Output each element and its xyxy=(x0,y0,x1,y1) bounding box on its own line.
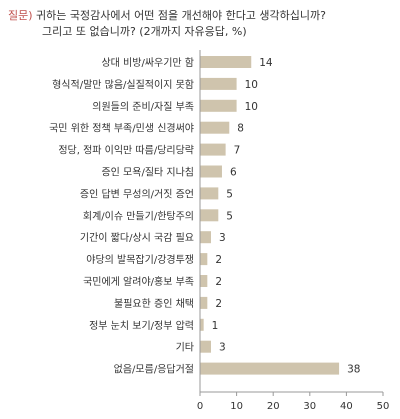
x-tick-label: 0 xyxy=(197,401,203,412)
data-label: 1 xyxy=(212,320,219,332)
bar xyxy=(200,296,208,309)
category-label: 국민 위한 정책 부족/민생 신경써야 xyxy=(49,122,194,135)
data-label: 8 xyxy=(237,123,244,135)
bar xyxy=(200,231,211,244)
data-label: 2 xyxy=(215,298,222,310)
category-label: 기타 xyxy=(176,342,194,354)
data-label: 7 xyxy=(234,145,241,157)
category-label: 국민에게 알려야/홍보 부족 xyxy=(83,275,194,288)
data-label: 38 xyxy=(347,364,360,376)
category-label: 의원들의 준비/자질 부족 xyxy=(92,101,194,113)
data-label: 10 xyxy=(245,79,258,91)
category-label: 기간이 짧다/상시 국감 필요 xyxy=(80,232,194,244)
category-label: 형식적/말만 많음/실질적이지 못함 xyxy=(52,79,194,91)
category-label: 증인 답변 무성의/거짓 증언 xyxy=(80,188,194,200)
x-tick-label: 10 xyxy=(230,401,243,412)
question-text: 질문) 귀하는 국정감사에서 어떤 점을 개선해야 한다고 생각하십니까? 그리… xyxy=(8,8,396,40)
data-label: 5 xyxy=(226,210,233,222)
bar xyxy=(200,99,237,112)
bar xyxy=(200,209,219,222)
data-label: 3 xyxy=(219,342,226,354)
category-label: 회계/이슈 만들기/한탕주의 xyxy=(83,210,194,222)
bar xyxy=(200,318,204,331)
question-line-1: 귀하는 국정감사에서 어떤 점을 개선해야 한다고 생각하십니까? xyxy=(36,9,326,22)
x-tick-label: 30 xyxy=(303,401,316,412)
question-line-2: 그리고 또 없습니까? (2개까지 자유응답, %) xyxy=(42,25,247,38)
data-label: 2 xyxy=(215,276,222,288)
bar xyxy=(200,253,208,266)
data-label: 2 xyxy=(215,254,222,266)
question-prefix: 질문) xyxy=(8,9,33,22)
x-tick-label: 20 xyxy=(267,401,280,412)
data-label: 14 xyxy=(259,57,273,69)
bar xyxy=(200,56,252,68)
category-label: 증인 모욕/질타 지나침 xyxy=(101,167,194,179)
bar xyxy=(200,143,226,156)
data-label: 3 xyxy=(219,232,226,244)
category-label: 정부 눈치 보기/정부 압력 xyxy=(89,319,194,332)
bar xyxy=(200,362,340,375)
category-label: 상대 비방/싸우기만 함 xyxy=(101,57,194,69)
data-label: 6 xyxy=(230,167,237,179)
x-tick-label: 50 xyxy=(377,401,390,412)
category-label: 불필요한 증인 채택 xyxy=(114,298,194,310)
bar xyxy=(200,165,222,178)
bar xyxy=(200,275,208,287)
category-label: 정당, 정파 이익만 따름/당리당략 xyxy=(58,145,194,157)
category-label: 야당의 발목잡기/강경투쟁 xyxy=(86,253,194,266)
bar xyxy=(200,340,211,353)
x-tick-label: 40 xyxy=(340,401,353,412)
data-label: 10 xyxy=(245,101,258,113)
data-label: 5 xyxy=(226,188,233,200)
bar xyxy=(200,77,237,90)
bar xyxy=(200,121,230,134)
category-label: 없음/모름/응답거절 xyxy=(114,363,194,376)
bar xyxy=(200,187,219,200)
